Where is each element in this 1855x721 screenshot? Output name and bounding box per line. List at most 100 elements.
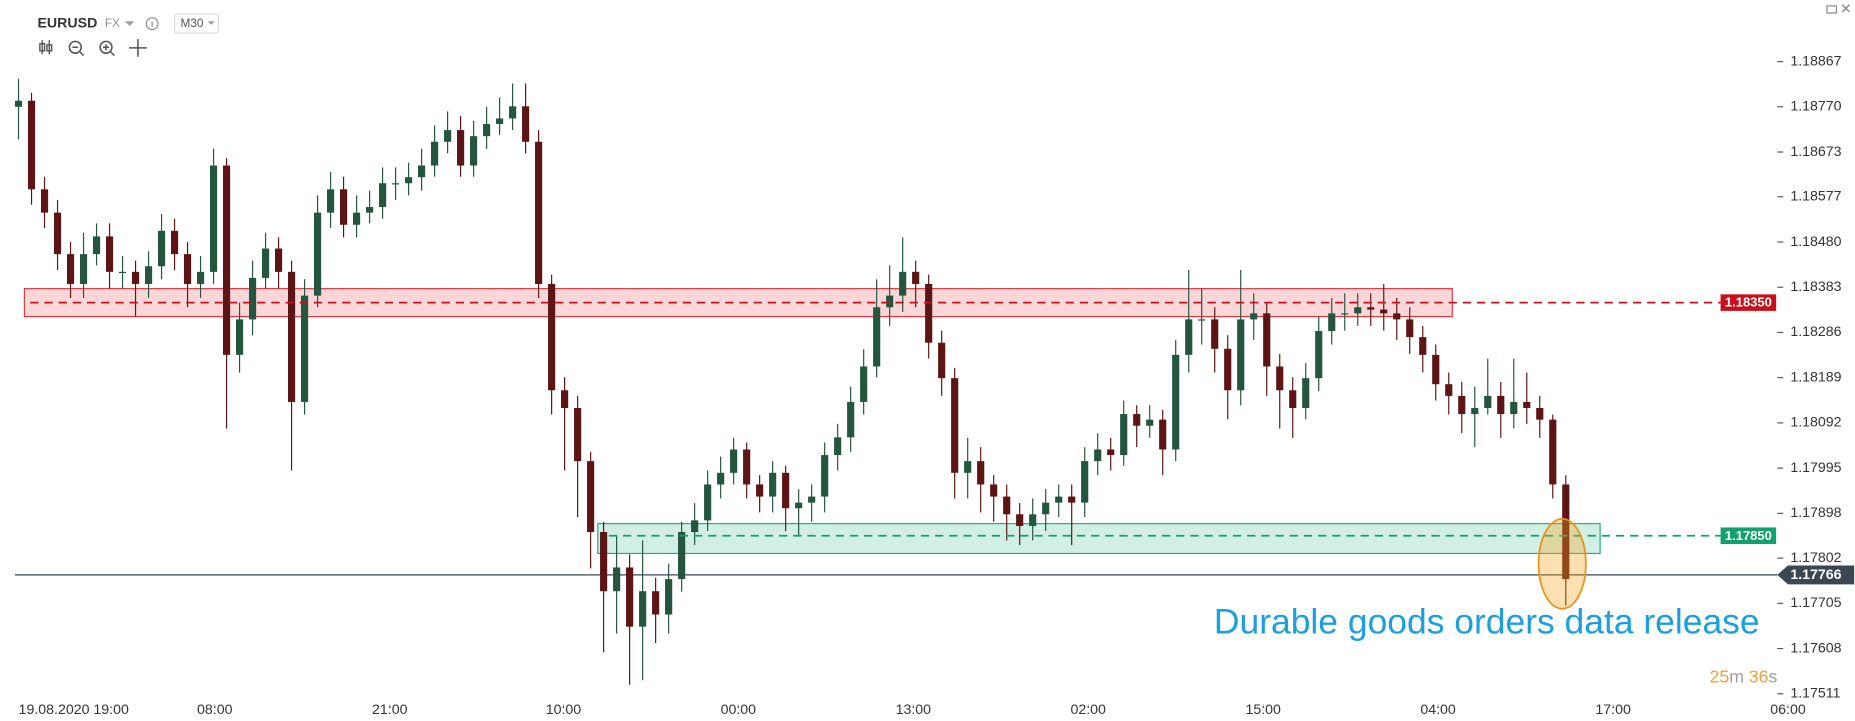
- x-tick-label: 21:00: [372, 702, 408, 718]
- candle-body: [1211, 319, 1219, 349]
- candle-body: [1484, 395, 1492, 408]
- annotation: Durable goods orders data release: [1214, 601, 1760, 641]
- candle-body: [79, 254, 88, 284]
- candle-body: [548, 283, 556, 391]
- candle-body: [287, 271, 296, 402]
- candle-body: [105, 236, 114, 272]
- symbol[interactable]: EURUSD: [37, 15, 97, 31]
- x-tick-label: 19.08.2020 19:00: [19, 702, 129, 718]
- candle-body: [170, 230, 179, 255]
- window-restore[interactable]: [1826, 5, 1838, 14]
- candle-body: [743, 449, 751, 485]
- y-tick-label: 1.18383: [1790, 279, 1841, 295]
- candle-body: [1406, 319, 1414, 338]
- level-tag: [1720, 527, 1777, 545]
- x-tick-label: 10:00: [546, 702, 582, 718]
- candle-body: [1536, 407, 1544, 420]
- candle-body: [795, 502, 803, 509]
- candle-body: [1159, 419, 1167, 450]
- candle-body: [652, 591, 660, 615]
- candle-body: [535, 141, 543, 284]
- y-tick-label: 1.17995: [1790, 460, 1841, 476]
- x-tick-label: 08:00: [197, 702, 233, 718]
- candle-body: [1029, 514, 1037, 526]
- candle-body: [222, 165, 231, 355]
- y-tick-label: 1.17898: [1790, 505, 1841, 521]
- candle-body: [327, 189, 335, 213]
- candle-body: [1133, 414, 1141, 426]
- candle-body: [418, 165, 426, 178]
- candle-body: [899, 271, 907, 296]
- x-tick-label: 06:00: [1770, 702, 1806, 718]
- x-tick-label: 17:00: [1595, 702, 1631, 718]
- candle-body: [769, 472, 777, 497]
- candle-body: [964, 461, 972, 473]
- candle-body: [340, 189, 348, 225]
- candle-body: [301, 295, 309, 402]
- y-tick-label: 1.18867: [1790, 53, 1841, 69]
- timer-seconds: 36: [1749, 666, 1769, 686]
- candle-body: [1510, 401, 1518, 415]
- candle-body: [782, 472, 790, 509]
- timer-m: m: [1729, 666, 1744, 686]
- candle-body: [274, 248, 283, 272]
- candle-body: [261, 248, 270, 278]
- candle-body: [196, 271, 205, 284]
- window-close[interactable]: [1841, 4, 1850, 13]
- market: FX: [105, 16, 120, 30]
- candle-body: [1094, 449, 1102, 462]
- candle-body: [366, 207, 374, 213]
- timeframe: M30: [180, 16, 203, 30]
- candle-body: [1419, 337, 1427, 355]
- candle-body: [209, 165, 218, 272]
- candle-body: [27, 100, 36, 190]
- y-tick-label: 1.18480: [1790, 234, 1841, 250]
- candle-body: [1328, 313, 1336, 332]
- timer-s: s: [1768, 666, 1777, 686]
- info-icon[interactable]: [145, 17, 159, 31]
- timeframe-box[interactable]: [173, 13, 219, 34]
- candle-body: [561, 390, 569, 408]
- zoom-out-icon[interactable]: [68, 40, 85, 57]
- candle-body: [1445, 384, 1453, 396]
- plot-area: [14, 78, 1778, 685]
- candle-body: [1302, 378, 1310, 408]
- candle-body: [1341, 313, 1349, 315]
- candle-body: [1497, 395, 1505, 415]
- candle-body: [353, 212, 361, 225]
- candle-body: [873, 307, 881, 367]
- candle-body: [1458, 395, 1466, 415]
- candle-body: [756, 484, 764, 497]
- price-axis: 1.18350 1.17850 1.18867 1.18770 1.18673 1.185…: [19, 53, 1855, 718]
- candle-body: [1289, 390, 1297, 408]
- level-tag-label: 1.17850: [1725, 528, 1772, 543]
- y-tick-label: 1.17511: [1790, 686, 1840, 702]
- candle-body: [14, 100, 23, 107]
- y-tick-label: 1.18673: [1790, 144, 1841, 160]
- candle-body: [626, 567, 634, 627]
- chart-type-icon[interactable]: [39, 40, 53, 55]
- candle-body: [938, 342, 946, 379]
- candle-body: [1315, 331, 1323, 379]
- pan-icon[interactable]: [129, 39, 147, 57]
- candle-body: [990, 484, 998, 497]
- zoom-in-icon[interactable]: [99, 40, 115, 57]
- dropdown-arrow[interactable]: [124, 21, 135, 27]
- candle-body: [1250, 313, 1258, 320]
- candle-body: [1276, 366, 1284, 391]
- candle-body: [665, 579, 673, 615]
- candle-body: [821, 455, 829, 497]
- candle-body: [53, 212, 62, 255]
- candle-body: [379, 183, 387, 208]
- candle-body: [1003, 496, 1011, 515]
- candle-body: [235, 319, 244, 355]
- toolbar: EURUSD FX M30: [37, 4, 1850, 57]
- countdown-timer: 25m 36s: [1710, 666, 1778, 686]
- candle-body: [1107, 449, 1115, 456]
- candle-body: [1432, 354, 1440, 385]
- candle-body: [1042, 502, 1050, 515]
- candle-body: [860, 366, 868, 402]
- candle-body: [639, 591, 647, 627]
- candle-body: [1068, 496, 1076, 503]
